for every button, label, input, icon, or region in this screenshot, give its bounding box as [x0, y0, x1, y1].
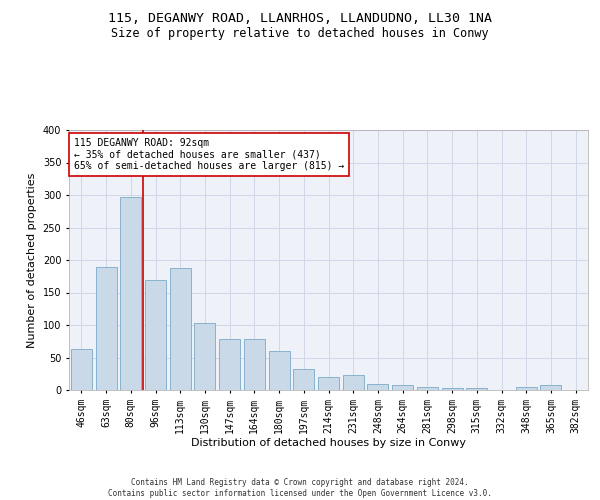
- Bar: [343, 375, 364, 390]
- Bar: [442, 388, 463, 390]
- Text: 115, DEGANWY ROAD, LLANRHOS, LLANDUDNO, LL30 1NA: 115, DEGANWY ROAD, LLANRHOS, LLANDUDNO, …: [108, 12, 492, 26]
- Bar: [145, 280, 166, 390]
- Bar: [466, 388, 487, 390]
- Bar: [417, 388, 438, 390]
- Bar: [120, 197, 141, 390]
- Bar: [244, 340, 265, 390]
- Bar: [516, 388, 537, 390]
- Bar: [170, 268, 191, 390]
- Text: 115 DEGANWY ROAD: 92sqm
← 35% of detached houses are smaller (437)
65% of semi-d: 115 DEGANWY ROAD: 92sqm ← 35% of detache…: [74, 138, 344, 171]
- Bar: [318, 377, 339, 390]
- Y-axis label: Number of detached properties: Number of detached properties: [27, 172, 37, 348]
- Bar: [293, 368, 314, 390]
- Bar: [71, 349, 92, 390]
- Bar: [367, 384, 388, 390]
- Bar: [541, 386, 562, 390]
- Bar: [219, 340, 240, 390]
- Bar: [194, 323, 215, 390]
- Text: Contains HM Land Registry data © Crown copyright and database right 2024.
Contai: Contains HM Land Registry data © Crown c…: [108, 478, 492, 498]
- Bar: [95, 266, 116, 390]
- Text: Size of property relative to detached houses in Conwy: Size of property relative to detached ho…: [111, 28, 489, 40]
- Bar: [392, 386, 413, 390]
- X-axis label: Distribution of detached houses by size in Conwy: Distribution of detached houses by size …: [191, 438, 466, 448]
- Bar: [269, 351, 290, 390]
